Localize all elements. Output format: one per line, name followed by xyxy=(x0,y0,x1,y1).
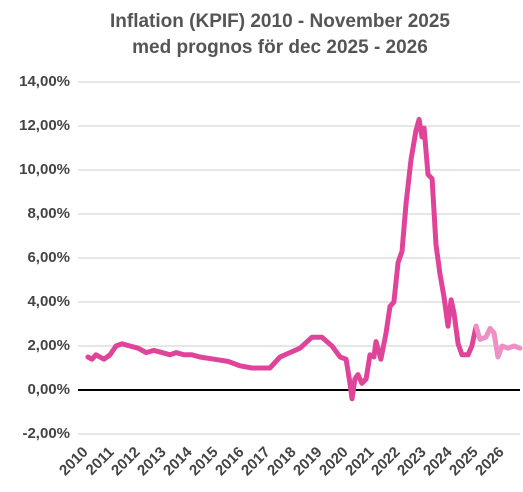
x-tick-label: 2021 xyxy=(342,444,378,480)
x-tick-label: 2017 xyxy=(238,444,274,480)
y-tick-label: 12,00% xyxy=(19,117,70,134)
x-tick-label: 2015 xyxy=(186,444,222,480)
x-tick-label: 2022 xyxy=(368,444,404,480)
chart-title: Inflation (KPIF) 2010 - November 2025 xyxy=(110,11,450,32)
y-tick-label: 14,00% xyxy=(19,73,70,90)
x-tick-label: 2016 xyxy=(212,444,248,480)
x-tick-label: 2010 xyxy=(56,444,92,480)
x-tick-label: 2026 xyxy=(472,444,508,480)
y-tick-label: 4,00% xyxy=(27,293,70,310)
x-tick-label: 2023 xyxy=(394,444,430,480)
y-tick-label: 10,00% xyxy=(19,161,70,178)
y-tick-label: 0,00% xyxy=(27,381,70,398)
y-tick-label: 6,00% xyxy=(27,249,70,266)
y-tick-label: 8,00% xyxy=(27,205,70,222)
chart-subtitle: med prognos för dec 2025 - 2026 xyxy=(132,37,428,58)
y-tick-label: -2,00% xyxy=(22,425,70,442)
x-tick-label: 2025 xyxy=(446,444,482,480)
x-tick-label: 2012 xyxy=(108,444,144,480)
data-line xyxy=(85,116,479,402)
x-tick-label: 2013 xyxy=(134,444,170,480)
y-tick-label: 2,00% xyxy=(27,337,70,354)
x-tick-label: 2018 xyxy=(264,444,300,480)
x-tick-label: 2019 xyxy=(290,444,326,480)
x-tick-label: 2020 xyxy=(316,444,352,480)
data-line xyxy=(473,323,523,360)
x-tick-label: 2011 xyxy=(83,444,118,479)
